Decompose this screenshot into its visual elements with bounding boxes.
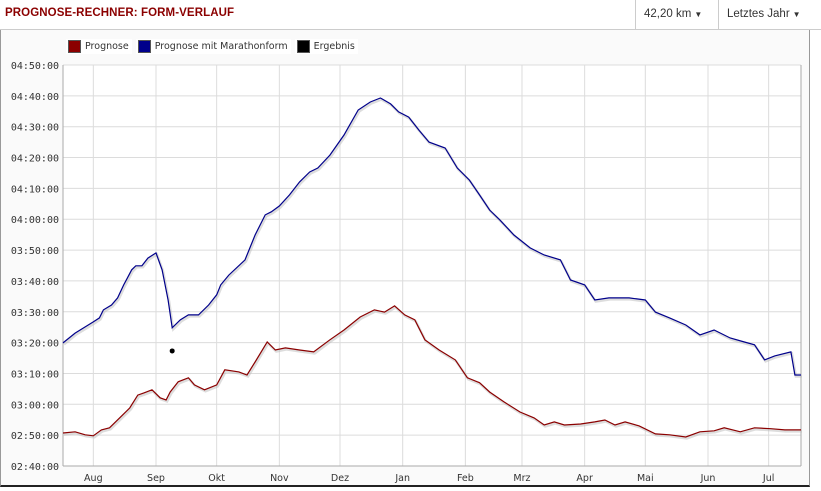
x-tick-label: Jun [700,473,716,484]
legend-swatch [296,40,310,53]
legend-label: Prognose [85,41,129,52]
x-tick-label: Jan [394,473,410,484]
period-value: Letztes Jahr [727,8,790,20]
panel-header: PROGNOSE-RECHNER: FORM-VERLAUF 42,20 km ▼… [0,0,821,30]
period-select[interactable]: Letztes Jahr ▼ [718,0,821,29]
y-tick-label: 04:30:00 [11,123,59,134]
x-tick-label: Sep [147,473,165,484]
x-tick-label: Dez [331,473,349,484]
legend-swatch [68,40,81,53]
y-tick-label: 03:40:00 [11,277,59,288]
series-line-1 [62,97,801,376]
chevron-down-icon: ▼ [792,10,801,19]
y-tick-label: 04:50:00 [11,61,59,72]
y-tick-label: 04:40:00 [11,92,59,103]
legend-label: Ergebnis [313,41,355,52]
legend-label: Prognose mit Marathonform [154,41,288,52]
legend-item-ergebnis[interactable]: Ergebnis [294,39,358,54]
y-tick-label: 03:50:00 [11,246,59,257]
chevron-down-icon: ▼ [694,10,703,19]
plot-area [63,65,801,466]
x-tick-label: Jul [762,473,774,484]
y-tick-label: 03:30:00 [11,308,59,319]
legend-swatch [137,40,151,53]
series-shadow [63,98,802,378]
x-tick-label: Feb [457,473,474,484]
y-tick-label: 04:10:00 [11,184,59,195]
y-tick-label: 03:00:00 [11,400,59,411]
y-tick-label: 04:20:00 [11,154,59,165]
x-tick-label: Nov [270,473,289,484]
legend-item-prognose[interactable]: Prognose [66,39,132,54]
x-tick-label: Okt [208,473,225,484]
chart-legend: Prognose Prognose mit Marathonform Ergeb… [66,39,358,54]
distance-select[interactable]: 42,20 km ▼ [635,0,718,29]
x-tick-label: Aug [84,473,103,484]
y-tick-label: 03:20:00 [11,339,59,350]
ergebnis-point [169,348,175,354]
panel-title: PROGNOSE-RECHNER: FORM-VERLAUF [5,7,235,19]
x-tick-label: Apr [576,473,593,484]
distance-value: 42,20 km [644,8,692,20]
legend-item-marathonform[interactable]: Prognose mit Marathonform [135,39,291,54]
y-tick-label: 04:00:00 [11,215,59,226]
series-line-0 [62,305,801,438]
x-tick-label: Mrz [513,473,530,484]
y-tick-label: 03:10:00 [11,369,59,380]
y-tick-label: 02:40:00 [11,462,59,473]
x-tick-label: Mai [637,473,654,484]
y-tick-label: 02:50:00 [11,431,59,442]
